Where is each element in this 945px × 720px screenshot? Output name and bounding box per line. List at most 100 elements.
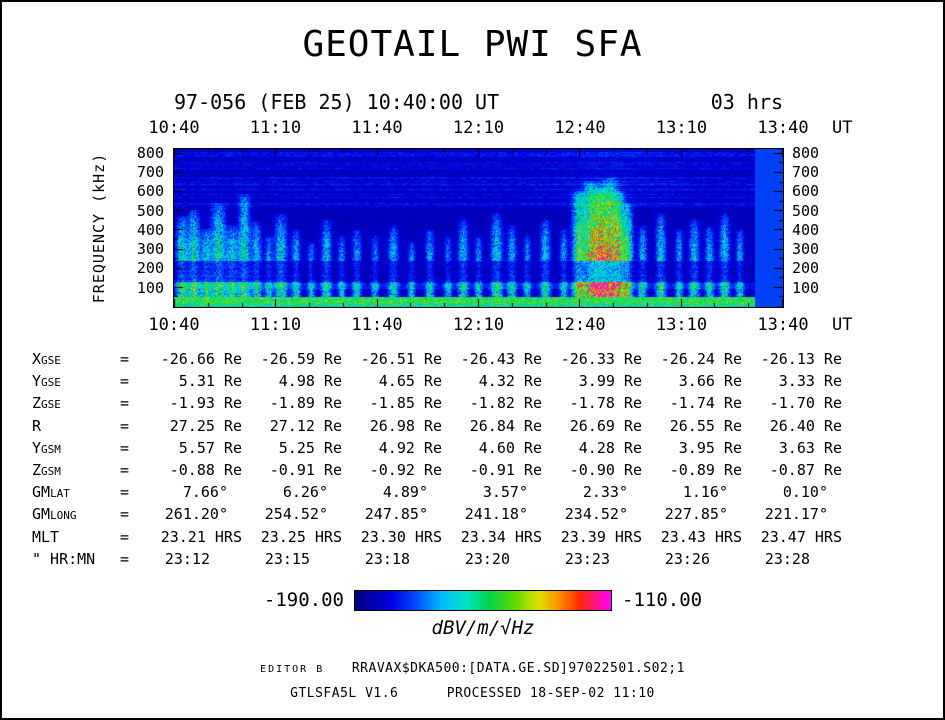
ephemeris-value: 23:28 — [764, 549, 810, 568]
date-label: 97-056 (FEB 25) 10:40:00 UT — [174, 90, 500, 114]
time-tick-label: 13:10 — [655, 315, 708, 335]
program-version: GTLSFA5L V1.6 — [290, 686, 399, 701]
row-label: YGSE — [32, 372, 61, 391]
time-tick-label: 11:40 — [351, 118, 403, 138]
freq-tick-label: 700 — [136, 163, 164, 182]
colorbar-min-label: -190.00 — [263, 589, 344, 611]
ephemeris-value: 23.21 HRS — [160, 527, 242, 546]
freq-tick-label: 300 — [136, 240, 164, 259]
time-tick-label: 11:10 — [249, 315, 302, 335]
freq-tick-label: 200 — [792, 259, 820, 278]
ephemeris-value: 26.84 Re — [469, 416, 542, 435]
ephemeris-value: 3.66 Re — [678, 372, 742, 391]
ephemeris-value: -0.91 Re — [269, 460, 342, 479]
freq-tick-label: 200 — [136, 259, 164, 278]
ephemeris-value: 261.20° — [164, 505, 228, 524]
ephemeris-row: ZGSE = -1.93 Re -1.89 Re -1.85 Re -1.82 Re -1.… — [32, 392, 842, 414]
ephemeris-value: 23.34 HRS — [460, 527, 542, 546]
freq-tick-label: 100 — [136, 278, 164, 297]
subheader: 97-056 (FEB 25) 10:40:00 UT 03 hrs — [174, 90, 783, 114]
bottom-ut-label: UT — [832, 315, 853, 335]
ephemeris-row: GMLAT = 7.66° 6.26° 4.89° 3.57° 2.33° 1.16° 0.10… — [32, 481, 842, 503]
ephemeris-row: GMLONG = 261.20° 254.52° 247.85° 241.18° 234.5… — [32, 503, 842, 525]
ephemeris-row: YGSM = 5.57 Re 5.25 Re 4.92 Re 4.60 Re 4.28 Re… — [32, 437, 842, 459]
freq-tick-label: 100 — [792, 278, 820, 297]
time-tick-label: 12:40 — [554, 118, 606, 138]
editor-label: EDITOR B — [260, 664, 325, 675]
ephemeris-value: 23:26 — [664, 549, 710, 568]
ephemeris-row: YGSE = 5.31 Re 4.98 Re 4.65 Re 4.32 Re 3.99 Re… — [32, 370, 842, 392]
equals-sign: = — [120, 549, 130, 568]
ephemeris-value: 3.57° — [482, 483, 528, 502]
row-label: YGSM — [32, 438, 61, 457]
freq-tick-label: 500 — [136, 201, 164, 220]
ephemeris-value: 4.65 Re — [378, 372, 442, 391]
ephemeris-value: 23:23 — [564, 549, 610, 568]
ephemeris-value: 23.39 HRS — [560, 527, 642, 546]
ephemeris-value: 23:15 — [264, 549, 310, 568]
freq-tick-label: 700 — [792, 163, 820, 182]
file-path: RRAVAX$DKA500:[DATA.GE.SD]97022501.S02;1 — [351, 661, 685, 676]
row-label: XGSE — [32, 350, 61, 368]
ephemeris-value: -1.93 Re — [169, 394, 242, 413]
time-tick-label: 10:40 — [148, 315, 200, 335]
ephemeris-value: 23.43 HRS — [660, 527, 742, 546]
top-time-axis: 10:40 11:10 11:40 12:10 12:40 13:10 13:40 — [148, 118, 808, 140]
ephemeris-value: -1.70 Re — [769, 394, 842, 413]
freq-ticks-right: 800 700 600 500 400 300 200 100 — [788, 144, 832, 307]
freq-tick-label: 800 — [136, 143, 164, 162]
ephemeris-value: 6.26° — [282, 483, 328, 502]
freq-tick-label: 600 — [136, 182, 164, 201]
ephemeris-value: 3.63 Re — [778, 438, 842, 457]
duration-label: 03 hrs — [710, 90, 783, 114]
ephemeris-value: 3.99 Re — [578, 372, 642, 391]
ephemeris-value: 221.17° — [764, 505, 828, 524]
time-tick-label: 12:10 — [452, 315, 505, 335]
file-footer: EDITOR B RRAVAX$DKA500:[DATA.GE.SD]97022… — [2, 657, 943, 676]
ephemeris-value: 4.28 Re — [578, 438, 642, 457]
ephemeris-value: -0.92 Re — [369, 460, 442, 479]
processing-footer: GTLSFA5L V1.6 PROCESSED 18-SEP-02 11:10 — [2, 686, 943, 701]
ephemeris-value: 23:18 — [364, 549, 410, 568]
ephemeris-value: 247.85° — [364, 505, 428, 524]
ephemeris-value: 5.25 Re — [278, 438, 342, 457]
spectrogram-canvas — [173, 148, 784, 308]
row-label: ZGSE — [32, 394, 61, 413]
ephemeris-value: 227.85° — [664, 505, 728, 524]
time-tick-label: 12:40 — [554, 315, 606, 335]
ephemeris-row: " HR:MN = 23:12 23:15 23:18 23:20 23:23 23:26 23… — [32, 548, 842, 570]
ephemeris-value: 23.47 HRS — [760, 527, 842, 546]
freq-tick-label: 400 — [136, 220, 164, 239]
ephemeris-value: -0.91 Re — [469, 460, 542, 479]
ephemeris-value: 23.25 HRS — [260, 527, 342, 546]
ephemeris-value: 1.16° — [682, 483, 728, 502]
ephemeris-value: 7.66° — [182, 483, 228, 502]
ephemeris-value: -1.89 Re — [269, 394, 342, 413]
ephemeris-value: 26.69 Re — [569, 416, 642, 435]
row-label: GMLAT — [32, 483, 70, 502]
ephemeris-value: -0.89 Re — [669, 460, 742, 479]
ephemeris-row: ZGSM = -0.88 Re -0.91 Re -0.92 Re -0.91 Re -0.… — [32, 459, 842, 481]
ephemeris-value: -26.43 Re — [460, 350, 542, 368]
ephemeris-value: 2.33° — [582, 483, 628, 502]
equals-sign: = — [120, 438, 130, 457]
freq-tick-label: 800 — [792, 143, 820, 162]
row-label: MLT — [32, 527, 60, 546]
time-tick-label: 10:40 — [148, 118, 200, 138]
row-label: " HR:MN — [32, 549, 96, 568]
colorbar-max-label: -110.00 — [622, 589, 703, 611]
ephemeris-value: 4.98 Re — [278, 372, 342, 391]
ephemeris-value: 4.89° — [382, 483, 428, 502]
row-label: R — [32, 416, 42, 435]
freq-tick-label: 400 — [792, 220, 820, 239]
ephemeris-row: XGSE = -26.66 Re -26.59 Re -26.51 Re -26.43 R… — [32, 348, 842, 370]
ephemeris-value: 26.40 Re — [769, 416, 842, 435]
colorbar-unit-label: dBV/m/√Hz — [431, 617, 535, 639]
freq-tick-label: 500 — [792, 201, 820, 220]
y-axis-title: FREQUENCY (kHz) — [90, 152, 108, 304]
equals-sign: = — [120, 460, 130, 479]
time-tick-label: 13:40 — [757, 315, 809, 335]
ephemeris-value: -1.85 Re — [369, 394, 442, 413]
processed-label: PROCESSED 18-SEP-02 11:10 — [446, 686, 655, 701]
ephemeris-value: -0.90 Re — [569, 460, 642, 479]
